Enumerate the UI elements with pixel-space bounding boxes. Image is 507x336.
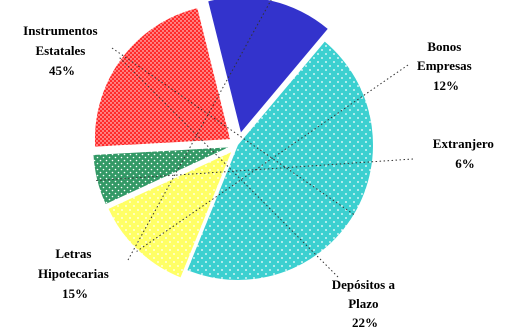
label-depositos-a-plazo: Depósitos a Plazo 22% <box>332 277 398 330</box>
leader-extranjero <box>95 158 414 182</box>
leader-letras <box>127 0 272 261</box>
leader-lines <box>95 0 414 278</box>
label-instrumentos-pct: 45% <box>49 63 75 78</box>
slice-bonos-empresas <box>108 152 232 278</box>
label-depositos-line1: Depósitos a <box>332 277 396 292</box>
slice-instrumentos-estatales <box>187 41 373 280</box>
label-instrumentos-estatales: Instrumentos Estatales 45% <box>23 23 101 78</box>
leader-bonos <box>136 64 409 252</box>
label-extranjero-line1: Extranjero <box>433 136 494 151</box>
label-letras-hipotecarias: Letras Hipotecarias 15% <box>38 246 112 301</box>
label-depositos-pct: 22% <box>352 315 378 330</box>
label-depositos-line2: Plazo <box>348 296 378 311</box>
label-instrumentos-line1: Instrumentos <box>23 23 97 38</box>
label-letras-line1: Letras <box>55 246 91 261</box>
label-bonos-empresas: Bonos Empresas 12% <box>417 39 475 93</box>
slice-letras-hipotecarias <box>208 0 328 133</box>
slices-layer <box>93 0 373 280</box>
label-letras-line2: Hipotecarias <box>38 266 109 281</box>
slice-depositos-a-plazo <box>94 8 230 147</box>
label-letras-pct: 15% <box>62 286 88 301</box>
leader-instrumentos <box>111 47 356 216</box>
label-bonos-pct: 12% <box>433 78 459 93</box>
label-instrumentos-line2: Estatales <box>35 43 85 58</box>
label-bonos-line1: Bonos <box>427 39 461 54</box>
label-bonos-line2: Empresas <box>417 58 472 73</box>
label-extranjero-pct: 6% <box>455 156 475 171</box>
label-extranjero: Extranjero 6% <box>433 136 497 171</box>
